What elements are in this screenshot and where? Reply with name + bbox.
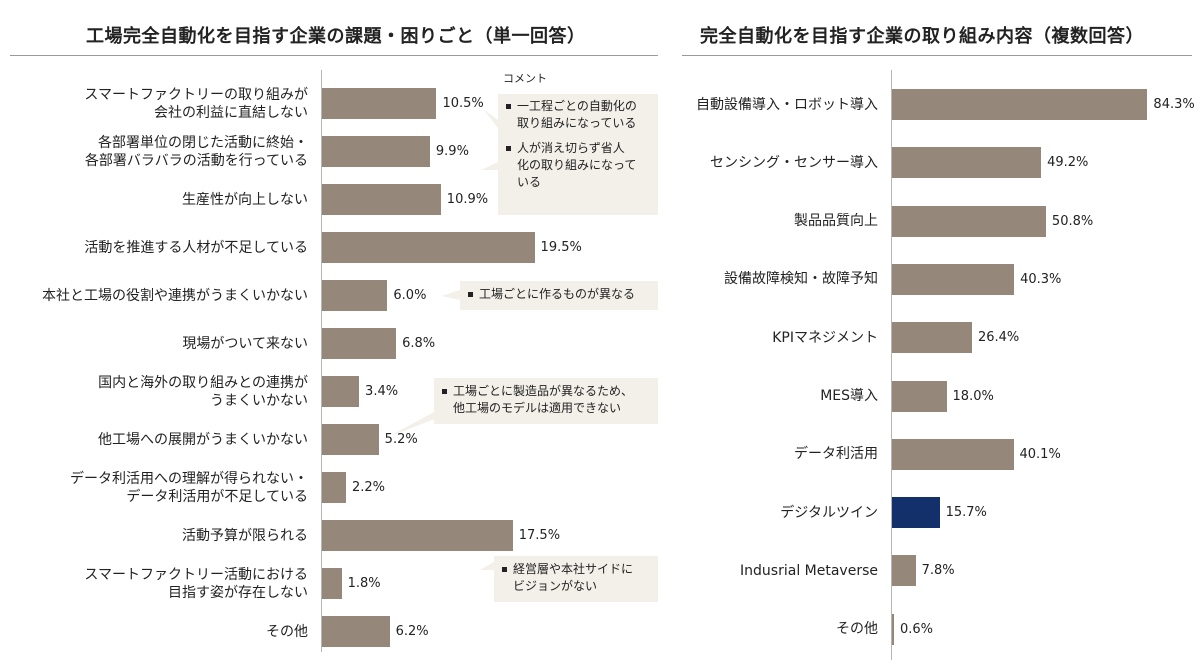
- comment-item: 経営層や本社サイドに ビジョンがない: [500, 561, 652, 595]
- category-label: 現場がついて来ない: [182, 335, 308, 352]
- category-label: 国内と海外の取り組みとの連携が うまくいかない: [98, 374, 308, 409]
- comment-box-2: 工場ごとに作るものが異なる: [460, 281, 658, 310]
- value-label: 7.8%: [921, 563, 955, 579]
- right-chart-title: 完全自動化を目指す企業の取り組み内容（複数回答）: [700, 26, 1144, 47]
- comment-box-1: 一工程ごとの自動化の 取り組みになっている 人が消え切らず省人 化の取り組みにな…: [498, 94, 658, 215]
- comment-pointer-3: [442, 290, 460, 300]
- category-label: その他: [266, 623, 308, 640]
- value-label: 1.8%: [347, 576, 381, 591]
- value-label: 3.4%: [365, 384, 399, 399]
- value-label: 40.3%: [1020, 271, 1062, 287]
- comment-box-3: 工場ごとに製造品が異なるため、 他工場のモデルは適用できない: [434, 378, 658, 424]
- category-label: 製品品質向上: [794, 213, 878, 230]
- bar: [322, 280, 388, 311]
- value-label: 49.2%: [1047, 155, 1089, 171]
- bar: [322, 328, 397, 359]
- right-chart-axis: [891, 70, 892, 660]
- category-label: データ利活用: [794, 446, 878, 463]
- value-label: 9.9%: [435, 144, 469, 159]
- bar: [892, 263, 1015, 295]
- bar: [322, 568, 342, 599]
- left-chart-axis: [321, 70, 322, 652]
- value-label: 6.8%: [402, 336, 436, 351]
- bar: [892, 147, 1042, 179]
- value-label: 40.1%: [1019, 446, 1061, 462]
- bar: [892, 322, 972, 354]
- value-label: 50.8%: [1051, 213, 1094, 229]
- bar: [322, 424, 379, 455]
- category-label: データ利活用への理解が得られない・ データ利活用が不足している: [70, 470, 308, 505]
- bar: [322, 472, 346, 503]
- category-label: 活動予算が限られる: [182, 527, 308, 544]
- right-title-rule: [682, 55, 1192, 56]
- category-label: 活動を推進する人材が不足している: [84, 239, 308, 256]
- category-label: 他工場への展開がうまくいかない: [98, 431, 308, 448]
- category-label: 設備故障検知・故障予知: [724, 271, 878, 288]
- value-label: 2.2%: [351, 480, 385, 495]
- value-label: 26.4%: [977, 330, 1020, 346]
- value-label: 84.3%: [1153, 97, 1195, 112]
- value-label: 18.0%: [952, 388, 994, 404]
- category-label: デジタルツイン: [780, 504, 878, 521]
- value-label: 17.5%: [518, 528, 561, 543]
- comment-pointer-4: [390, 412, 440, 436]
- bar: [892, 438, 1014, 470]
- category-label: KPIマネジメント: [772, 329, 878, 346]
- bar: [322, 616, 390, 647]
- comment-item: 人が消え切らず省人 化の取り組みになって いる: [504, 140, 652, 191]
- comments-heading: コメント: [503, 72, 547, 85]
- bar: [892, 555, 916, 587]
- value-label: 10.9%: [446, 192, 489, 207]
- comment-box-4: 経営層や本社サイドに ビジョンがない: [494, 556, 658, 602]
- category-label: MES導入: [820, 388, 878, 404]
- value-label: 6.2%: [395, 624, 429, 639]
- value-label: 19.5%: [540, 240, 582, 255]
- bar: [322, 376, 360, 407]
- value-label: 5.2%: [384, 432, 418, 447]
- bar: [322, 88, 437, 119]
- category-label: スマートファクトリー活動における 目指す姿が存在しない: [84, 566, 308, 601]
- category-label: センシング・センサー導入: [710, 154, 878, 171]
- bar: [892, 497, 940, 529]
- bar: [892, 613, 894, 645]
- category-label: その他: [836, 621, 878, 638]
- bar: [322, 136, 430, 167]
- bar: [892, 205, 1046, 237]
- comment-item: 一工程ごとの自動化の 取り組みになっている: [504, 98, 652, 132]
- bar: [322, 520, 513, 551]
- comment-pointer-5: [480, 562, 494, 570]
- bar: [892, 89, 1148, 120]
- category-label: 自動設備導入・ロボット導入: [696, 96, 878, 113]
- bar: [322, 184, 441, 215]
- value-label: 0.6%: [900, 621, 934, 637]
- comment-pointer-2: [481, 162, 498, 170]
- comment-pointer-1: [484, 110, 498, 128]
- bar: [892, 380, 947, 412]
- category-label: 本社と工場の役割や連携がうまくいかない: [42, 287, 308, 304]
- category-label: スマートファクトリーの取り組みが 会社の利益に直結しない: [84, 86, 308, 121]
- left-chart-title: 工場完全自動化を目指す企業の課題・困りごと（単一回答）: [86, 26, 586, 47]
- bar: [322, 232, 535, 263]
- value-label: 15.7%: [945, 505, 987, 521]
- value-label: 6.0%: [393, 288, 427, 303]
- comment-item: 工場ごとに作るものが異なる: [466, 286, 652, 303]
- category-label: 生産性が向上しない: [182, 191, 308, 208]
- comment-item: 工場ごとに製造品が異なるため、 他工場のモデルは適用できない: [440, 383, 652, 417]
- category-label: 各部署単位の閉じた活動に終始・ 各部署バラバラの活動を行っている: [84, 134, 308, 169]
- left-title-rule: [10, 55, 658, 56]
- category-label: Indusrial Metaverse: [740, 562, 878, 579]
- value-label: 10.5%: [442, 96, 484, 111]
